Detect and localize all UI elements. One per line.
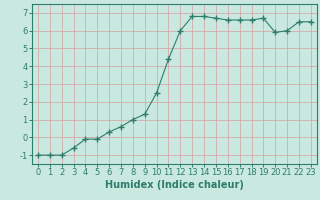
X-axis label: Humidex (Indice chaleur): Humidex (Indice chaleur): [105, 180, 244, 190]
